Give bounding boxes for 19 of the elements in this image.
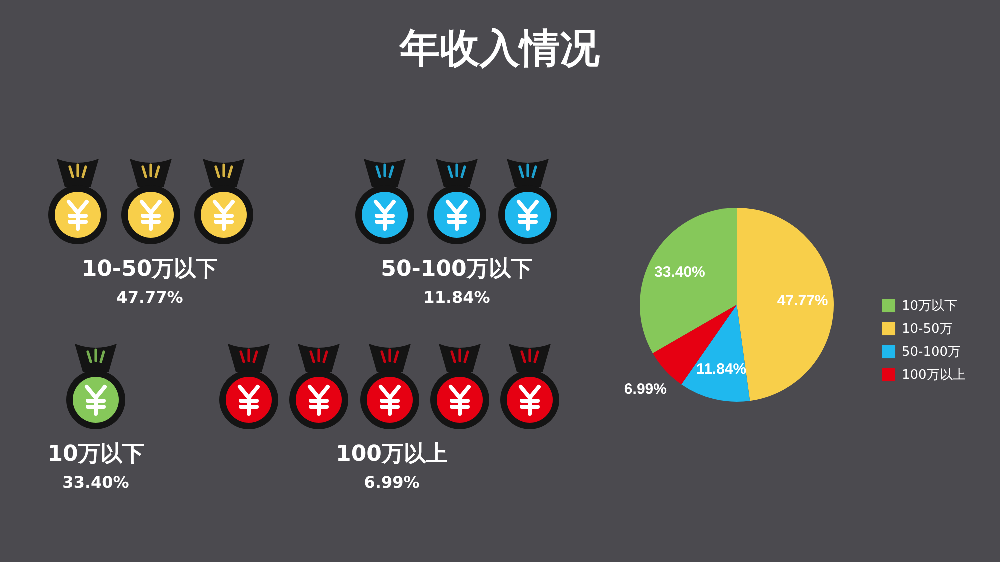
legend-label: 100万以上	[902, 368, 966, 383]
legend-label: 50-100万	[902, 345, 962, 360]
text: 10-50万以下	[82, 257, 218, 283]
text: 10万以下	[48, 442, 144, 468]
text: 100万以上	[336, 442, 448, 468]
data-label: 47.77%	[777, 292, 828, 310]
pie-slice	[682, 305, 750, 402]
legend-label: 10万以下	[902, 299, 958, 314]
legend-label: 10-50万	[902, 322, 953, 337]
text: 33.40%	[62, 473, 130, 493]
data-label: 6.99%	[624, 380, 667, 398]
text: 11.84%	[424, 288, 490, 308]
data-label: 33.40%	[654, 264, 706, 281]
data-label: 11.84%	[696, 361, 747, 378]
chart-title: 年收入情况	[400, 26, 600, 72]
pie-slice	[640, 208, 738, 354]
text: 47.77%	[116, 288, 184, 308]
text: 6.99%	[364, 473, 420, 493]
text: 50-100万以下	[381, 257, 533, 283]
